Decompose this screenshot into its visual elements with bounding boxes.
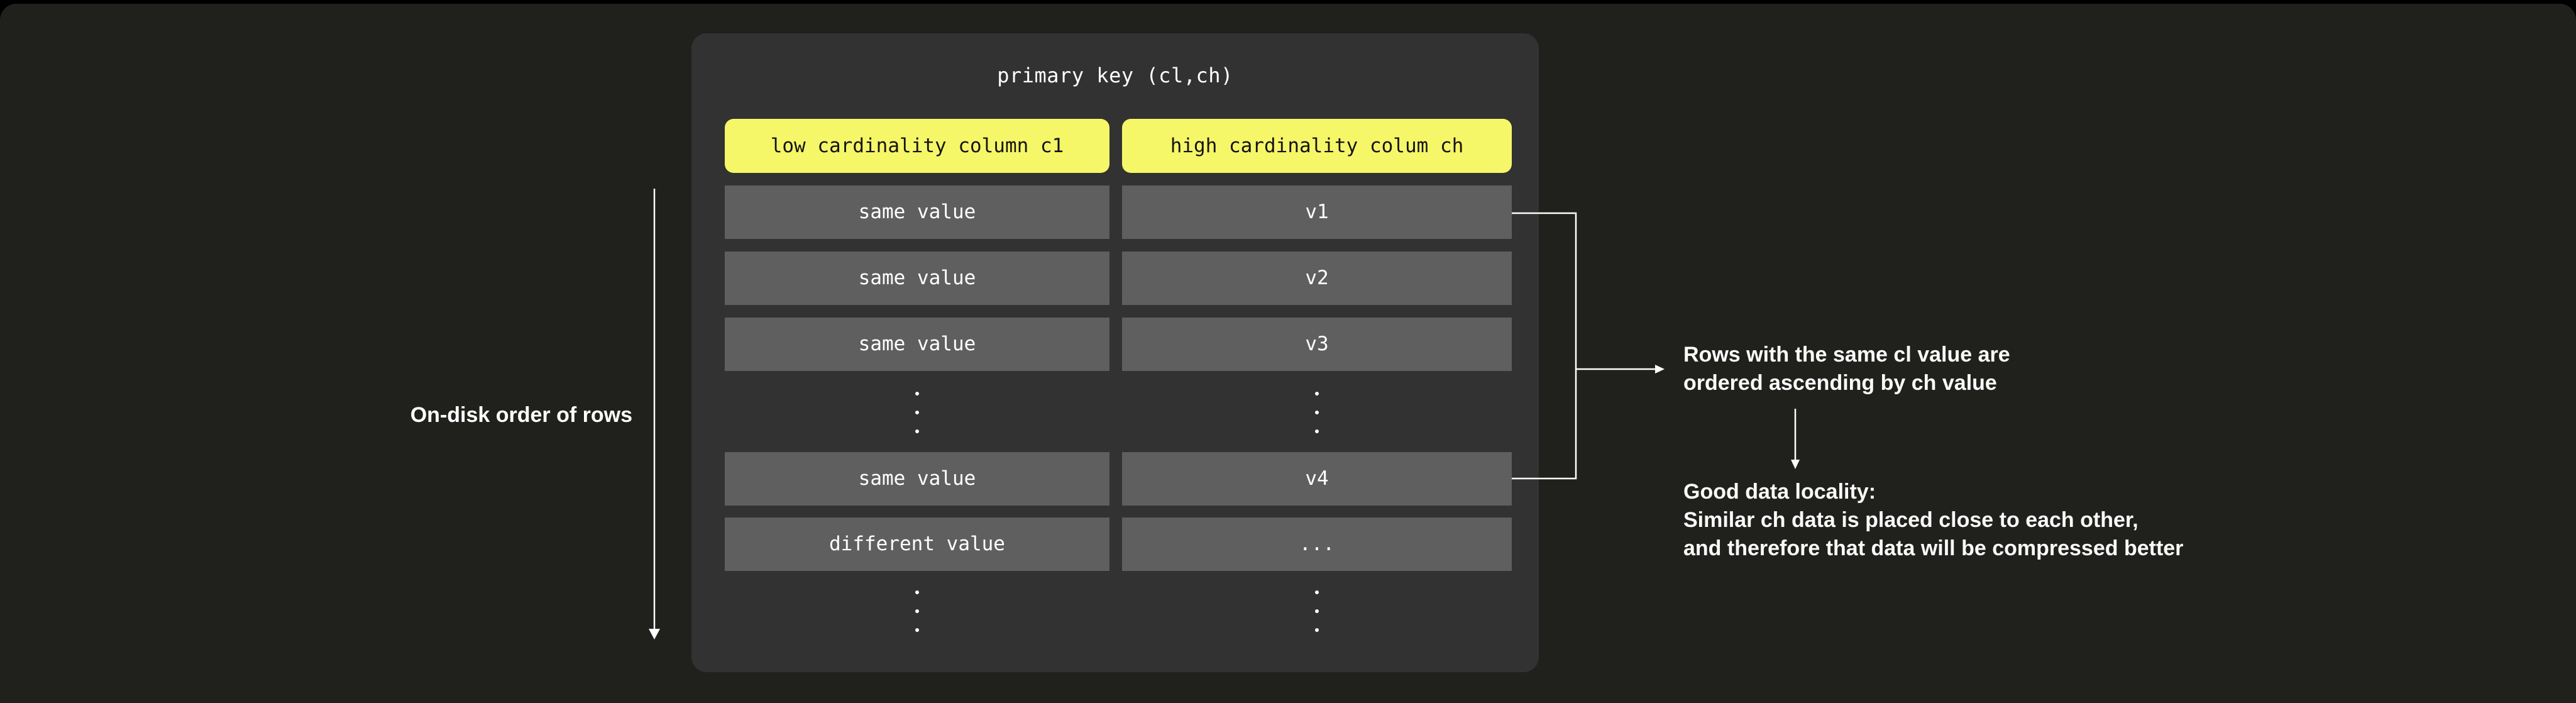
- ch-cell: v1: [1122, 185, 1512, 239]
- ch-cell: ...: [1122, 518, 1512, 571]
- on-disk-order-label: On-disk order of rows: [410, 403, 632, 427]
- primary-key-panel: primary key (cl,ch) low cardinality colu…: [691, 33, 1539, 672]
- ordering-annotation: Rows with the same cl value are ordered …: [1683, 341, 2010, 397]
- vertical-ellipsis-icon: [725, 590, 1109, 632]
- ch-cell: v3: [1122, 318, 1512, 371]
- header-high-cardinality-column: high cardinality colum ch: [1122, 119, 1512, 173]
- c1-cell: different value: [725, 518, 1109, 571]
- locality-annotation-line: Good data locality:: [1683, 480, 1876, 504]
- c1-cell: same value: [725, 252, 1109, 305]
- vertical-ellipsis-icon: [1122, 392, 1512, 433]
- c1-cell: same value: [725, 452, 1109, 506]
- vertical-ellipsis-icon: [1122, 590, 1512, 632]
- ch-cell: v2: [1122, 252, 1512, 305]
- header-low-cardinality-column: low cardinality column c1: [725, 119, 1109, 173]
- panel-title: primary key (cl,ch): [997, 64, 1233, 87]
- ordering-annotation-line: ordered ascending by ch value: [1683, 371, 1997, 395]
- locality-annotation-line: Similar ch data is placed close to each …: [1683, 508, 2138, 532]
- c1-cell: same value: [725, 185, 1109, 239]
- ordering-annotation-line: Rows with the same cl value are: [1683, 343, 2010, 367]
- ch-cell: v4: [1122, 452, 1512, 506]
- locality-annotation-line: and therefore that data will be compress…: [1683, 536, 2184, 560]
- locality-annotation: Good data locality: Similar ch data is p…: [1683, 478, 2183, 563]
- vertical-ellipsis-icon: [725, 392, 1109, 433]
- c1-cell: same value: [725, 318, 1109, 371]
